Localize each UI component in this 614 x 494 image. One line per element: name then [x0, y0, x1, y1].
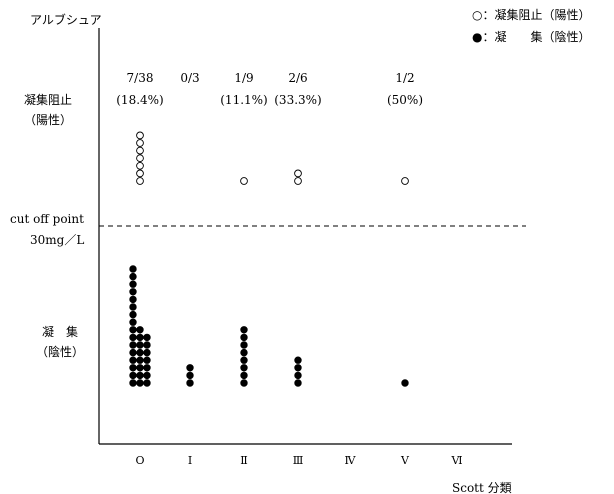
filled-dot: [129, 318, 137, 326]
x-tick-label: Ⅵ: [450, 454, 462, 467]
filled-dot: [136, 348, 144, 357]
open-dot: [136, 177, 144, 185]
open-dot: [401, 177, 409, 185]
filled-dot: [129, 341, 137, 349]
ratio-label: 1/2: [395, 71, 414, 85]
filled-dot: [240, 371, 248, 380]
filled-dot: [143, 364, 151, 372]
filled-dot: [294, 356, 302, 364]
filled-dot: [129, 371, 137, 380]
filled-dot: [136, 326, 144, 334]
upper-region-label: 凝集阻止: [24, 92, 72, 107]
filled-dot: [143, 341, 151, 349]
filled-dot: [294, 364, 302, 372]
filled-dot: [136, 371, 144, 380]
filled-dot: [294, 371, 302, 380]
x-tick-label: Ⅳ: [345, 454, 357, 467]
filled-dot: [136, 341, 144, 349]
filled-dot: [186, 379, 194, 387]
filled-dot: [136, 379, 144, 387]
filled-dot: [240, 326, 248, 334]
x-axis-title: Scott 分類: [452, 481, 512, 494]
y-axis-title: アルブシュア: [30, 12, 102, 27]
filled-dot: [240, 348, 248, 357]
filled-dot: [143, 356, 151, 364]
filled-dot: [240, 333, 248, 342]
legend-open-circle: ○：凝集阻止（陽性）: [472, 7, 590, 22]
filled-dot: [136, 364, 144, 372]
ratio-label: 0/3: [180, 71, 199, 85]
open-dot: [136, 139, 144, 147]
filled-dot: [240, 379, 248, 387]
x-tick-label: Ⅲ: [293, 454, 304, 467]
x-tick-labels: O Ⅰ Ⅱ Ⅲ Ⅳ Ⅴ Ⅵ: [135, 454, 462, 467]
x-tick-label: O: [135, 454, 144, 467]
filled-dot: [143, 333, 151, 342]
filled-dot: [129, 272, 137, 281]
filled-dot: [240, 364, 248, 372]
filled-dot: [143, 348, 151, 357]
filled-dot: [143, 379, 151, 387]
upper-region-sublabel: （陽性）: [24, 113, 72, 127]
open-dot: [136, 131, 144, 140]
filled-dot: [136, 356, 144, 364]
filled-dot: [129, 356, 137, 364]
filled-dot: [186, 371, 194, 380]
filled-dot: [186, 364, 194, 372]
filled-dot: [136, 333, 144, 342]
legend-filled-circle: ●：凝 集（陰性）: [472, 29, 590, 44]
filled-dot: [129, 288, 137, 296]
open-dot: [294, 177, 302, 185]
filled-dot: [129, 303, 137, 311]
open-dot: [136, 154, 144, 163]
filled-dot: [129, 364, 137, 372]
percent-label: (50%): [387, 93, 423, 107]
x-tick-label: Ⅴ: [400, 454, 410, 467]
filled-dot: [129, 348, 137, 357]
x-tick-label: Ⅱ: [240, 454, 247, 467]
filled-dot: [129, 295, 137, 304]
filled-dot: [240, 356, 248, 364]
filled-dot: [129, 310, 137, 319]
cutoff-label: cut off point: [10, 212, 84, 226]
ratio-annotations: 7/38 (18.4%) 0/3 1/9 (11.1%) 2/6 (33.3%) 1/2 (50…: [116, 71, 423, 107]
percent-label: (33.3%): [274, 93, 321, 107]
percent-label: (18.4%): [116, 93, 163, 107]
ratio-label: 1/9: [234, 71, 253, 85]
filled-dot: [129, 333, 137, 342]
filled-dot: [240, 341, 248, 349]
open-dot: [136, 146, 144, 155]
filled-dot: [401, 379, 409, 387]
filled-dot: [129, 326, 137, 334]
open-dot: [136, 161, 144, 170]
open-dot: [240, 177, 248, 185]
ratio-label: 7/38: [127, 71, 154, 85]
cutoff-value-label: 30mg／L: [30, 233, 84, 247]
x-tick-label: Ⅰ: [188, 454, 192, 467]
filled-dot: [143, 371, 151, 380]
filled-dot: [129, 379, 137, 387]
ratio-label: 2/6: [288, 71, 307, 85]
filled-dot: [129, 280, 137, 288]
filled-dot: [294, 379, 302, 387]
lower-region-label: 凝 集: [42, 324, 78, 339]
percent-label: (11.1%): [220, 93, 267, 107]
lower-region-sublabel: （陰性）: [36, 345, 84, 359]
data-points: [129, 131, 409, 387]
open-dot: [294, 169, 302, 178]
open-dot: [136, 169, 144, 178]
filled-dot: [129, 265, 137, 273]
